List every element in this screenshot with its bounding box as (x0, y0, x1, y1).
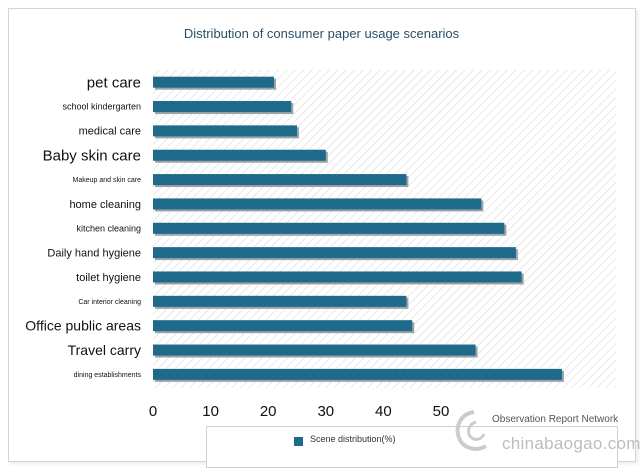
x-tick-label: 40 (375, 403, 392, 420)
bar-medical-care (153, 125, 297, 137)
bar-school-kindergarten (153, 101, 292, 113)
x-tick-label: 30 (317, 403, 334, 420)
bar-pet-care (153, 76, 274, 88)
bar-toilet-hygiene (153, 271, 522, 283)
bar-dining-establishments (153, 368, 562, 380)
bar-car-interior-cleaning (153, 295, 407, 307)
category-label: kitchen cleaning (76, 223, 141, 233)
x-tick-label: 10 (202, 403, 219, 420)
bar-makeup-and-skin-care (153, 174, 407, 186)
category-label: dining establishments (74, 372, 142, 379)
bar-daily-hand-hygiene (153, 247, 516, 259)
x-tick-label: 0 (149, 403, 157, 420)
legend-label: Scene distribution(%) (310, 434, 396, 444)
legend-swatch (294, 437, 303, 446)
category-label: Makeup and skin care (73, 177, 142, 184)
bar-office-public-areas (153, 320, 413, 332)
chart-title: Distribution of consumer paper usage sce… (183, 26, 460, 41)
x-tick-label: 20 (260, 403, 277, 420)
watermark-source: Observation Report Network (492, 414, 619, 425)
watermark-site: chinabaogao.com (502, 434, 641, 453)
bar-travel-carry (153, 344, 476, 356)
bar-baby-skin-care (153, 149, 326, 161)
category-label: Daily hand hygiene (47, 247, 141, 259)
category-label: medical care (79, 126, 141, 138)
category-label: toilet hygiene (76, 272, 141, 284)
category-label: Baby skin care (43, 147, 141, 164)
category-label: school kindergarten (62, 102, 141, 112)
category-label: Travel carry (68, 342, 141, 358)
category-label: Office public areas (25, 318, 141, 334)
category-label: pet care (87, 74, 141, 91)
x-tick-label: 50 (433, 403, 450, 420)
bar-home-cleaning (153, 198, 482, 210)
watermark-logo-icon (455, 410, 488, 451)
category-label: home cleaning (69, 199, 141, 211)
category-label: Car interior cleaning (78, 299, 141, 306)
bar-kitchen-cleaning (153, 222, 505, 234)
